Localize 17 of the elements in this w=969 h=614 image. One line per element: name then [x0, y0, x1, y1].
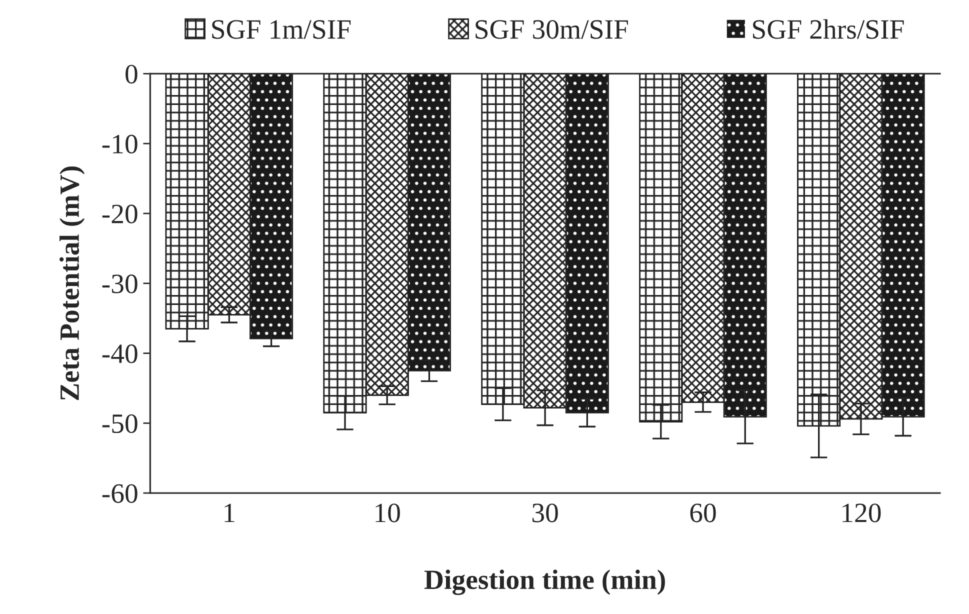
- y-tick-label: -50: [102, 414, 138, 434]
- x-tick-label: 10: [376, 504, 400, 522]
- x-tick-label: 120: [842, 504, 881, 522]
- x-tick-label: 30: [532, 504, 558, 522]
- y-tick-label: -10: [102, 134, 138, 154]
- y-tick-label: -30: [102, 274, 138, 294]
- x-tick-label: 60: [690, 504, 716, 522]
- x-tick-label: 1: [224, 504, 234, 522]
- legend-label: SGF 1m/SIF: [212, 20, 351, 39]
- x-axis-title: Digestion time (min): [424, 570, 665, 596]
- y-tick-label: -40: [102, 344, 138, 364]
- y-axis-title: Zeta Potential (mV): [60, 166, 85, 400]
- y-tick-label: -60: [102, 484, 138, 503]
- y-tick-label: -20: [102, 204, 138, 224]
- legend-label: SGF 30m/SIF: [476, 20, 628, 39]
- y-tick-label: 0: [126, 64, 138, 84]
- series-label: SGF 2hrs/SIF: [753, 19, 904, 39]
